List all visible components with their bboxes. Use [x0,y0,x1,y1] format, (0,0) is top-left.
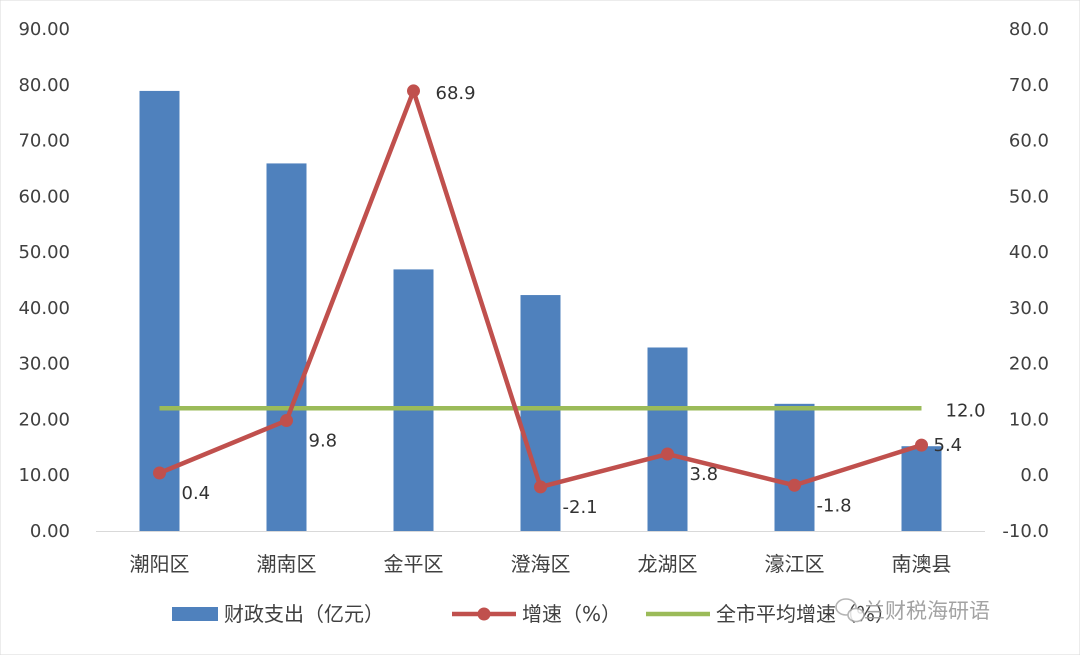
wechat-icon [835,598,865,623]
growth-point [788,478,801,492]
data-labels: 0.4 9.8 68.9 -2.1 3.8 -1.8 5.4 12.0 [182,83,986,518]
growth-series [153,84,928,494]
growth-point [915,438,928,452]
left-axis-tick: 50.00 [18,242,70,263]
category-label: 南澳县 [892,552,952,576]
category-label: 澄海区 [511,552,571,576]
wechat-icon-bubble-small [847,607,865,623]
growth-data-label: 5.4 [934,435,963,456]
category-label: 潮阳区 [130,552,190,576]
bar [520,295,561,531]
left-axis-tick: 70.00 [18,131,70,152]
left-axis-tick: 20.00 [18,409,70,430]
right-axis-tick: 70.0 [1009,75,1049,96]
growth-point [153,466,166,480]
growth-point [407,84,420,98]
bar [774,403,815,531]
bar [139,90,180,531]
growth-data-label: -2.1 [563,497,598,518]
right-axis-tick: 60.0 [1009,131,1049,152]
right-axis-tick: 30.0 [1009,298,1049,319]
left-axis-tick: 40.00 [18,298,70,319]
right-axis-tick: -10.0 [1002,521,1049,542]
left-axis-tick: 90.00 [18,19,70,40]
legend-label: 全市平均增速（%） [716,602,895,626]
legend-label: 增速（%） [522,602,621,626]
left-axis-tick: 60.00 [18,186,70,207]
bar [393,269,434,531]
category-label: 龙湖区 [638,552,698,576]
bar [647,347,688,531]
category-labels: 潮阳区 潮南区 金平区 澄海区 龙湖区 濠江区 南澳县 [130,552,952,576]
right-axis-tick: 10.0 [1009,409,1049,430]
left-axis-tick: 0.00 [30,521,70,542]
growth-data-label: 3.8 [690,464,719,485]
average-data-label: 12.0 [946,400,986,421]
legend-marker-growth [477,607,491,621]
legend: 财政支出（亿元） 增速（%） 全市平均增速（%） [172,602,895,626]
legend-label: 财政支出（亿元） [224,602,384,626]
left-axis-ticks: 0.00 10.00 20.00 30.00 40.00 50.00 60.00 70.00 8… [18,19,70,542]
growth-point [661,447,674,461]
category-label: 濠江区 [765,552,825,576]
category-label: 潮南区 [257,552,317,576]
growth-data-label: 68.9 [436,83,476,104]
left-axis-tick: 30.00 [18,354,70,375]
right-axis-tick: 50.0 [1009,186,1049,207]
right-axis-tick: 40.0 [1009,242,1049,263]
right-axis-tick: 20.0 [1009,354,1049,375]
growth-point [534,480,547,494]
bar-series [139,90,942,531]
left-axis-tick: 80.00 [18,75,70,96]
growth-data-label: 9.8 [309,431,338,452]
bar [901,446,942,531]
right-axis-tick: 0.0 [1020,465,1049,486]
watermark-text: 兰财税海研语 [864,599,990,623]
watermark: 兰财税海研语 [835,598,990,623]
legend-swatch-bar [172,607,218,621]
right-axis-tick: 80.0 [1009,19,1049,40]
growth-data-label: 0.4 [182,483,211,504]
bar [266,163,307,531]
category-label: 金平区 [384,552,444,576]
right-axis-ticks: -10.0 0.0 10.0 20.0 30.0 40.0 50.0 60.0 70.0 80.0 [1002,19,1049,542]
wechat-icon-bubble-large [835,598,857,616]
left-axis-tick: 10.00 [18,465,70,486]
growth-data-label: -1.8 [817,495,852,516]
growth-point [280,414,293,428]
